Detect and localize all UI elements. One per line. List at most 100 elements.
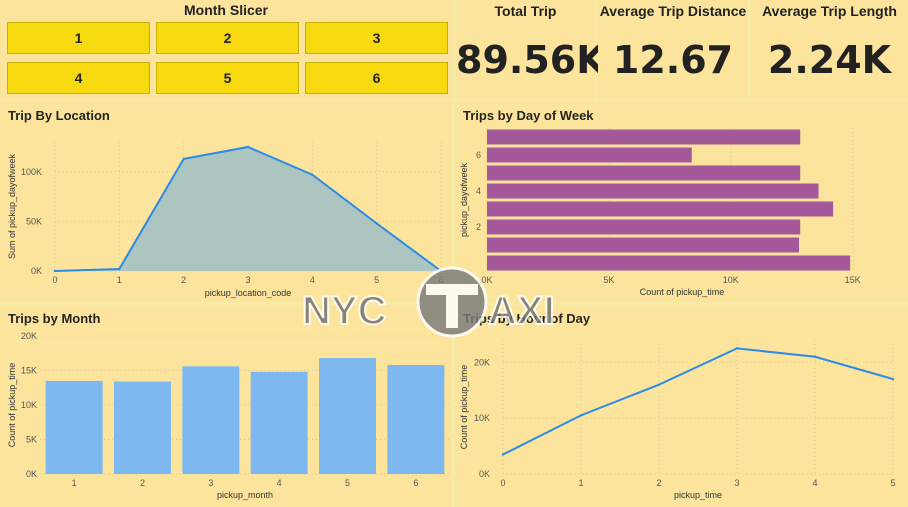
slicer-option-1[interactable]: 1 [7, 22, 150, 54]
chart-panel-trips-by-day-of-week[interactable]: Trips by Day of Week 0K 5K 10K 15K 2 4 6 Count … [455, 102, 908, 302]
y-tick-label: 10K [21, 400, 37, 410]
data-point [579, 414, 583, 417]
trips-by-hour-of-day-chart: 0K 10K 20K 0 1 2 3 4 5 pickup_time Count of pickup… [459, 340, 896, 500]
x-tick-label: 4 [812, 478, 817, 488]
chart-title: Trips by Day of Week [463, 108, 594, 123]
y-tick-label: 20K [21, 331, 37, 341]
x-axis-label: pickup_time [674, 490, 722, 500]
x-tick-label: 6 [438, 275, 443, 285]
y-axis-label: Count of pickup_time [459, 365, 469, 450]
bar [114, 381, 171, 474]
bar [387, 364, 445, 474]
x-tick-label: 3 [208, 478, 213, 488]
bar [250, 371, 308, 474]
data-point [53, 269, 57, 273]
y-tick-label: 6 [476, 150, 481, 160]
month-slicer-panel: Month Slicer 1 2 3 4 5 6 [0, 0, 452, 99]
data-point [246, 145, 250, 149]
chart-title: Trips by Month [8, 311, 101, 326]
kpi-card-average-trip-length[interactable]: Average Trip Length 2.24K [751, 0, 908, 99]
y-tick-label: 5K [26, 435, 37, 445]
y-tick-label: 15K [21, 366, 37, 376]
y-tick-label: 10K [474, 413, 490, 423]
bar [487, 183, 819, 199]
bar [487, 255, 851, 271]
x-tick-label: 1 [72, 478, 77, 488]
bar [487, 237, 799, 253]
chart-title: Trip By Location [8, 108, 110, 123]
chart-panel-trips-by-hour-of-day[interactable]: Trips by Hour of Day 0K 10K 20K 0 1 2 3 4 5 picku… [455, 305, 908, 507]
kpi-value: 2.24K [767, 38, 892, 82]
trip-by-location-chart: 0K 50K 100K 0 1 2 3 4 5 6 pickup_location_code Sum … [7, 142, 444, 298]
kpi-label: Average Trip Distance [599, 3, 747, 19]
chart-title: Trips by Hour of Day [463, 311, 591, 326]
y-axis-label: Count of pickup_time [7, 363, 17, 448]
bar [319, 358, 376, 474]
x-tick-label: 4 [310, 275, 315, 285]
slicer-option-3[interactable]: 3 [305, 22, 448, 54]
x-axis-label: Count of pickup_time [640, 287, 725, 297]
x-tick-label: 5 [890, 478, 895, 488]
bar [487, 219, 801, 235]
bar [45, 380, 103, 474]
x-tick-label: 0 [500, 478, 505, 488]
bar [487, 129, 801, 145]
data-point [657, 383, 661, 386]
data-point [375, 222, 378, 225]
kpi-value: 12.67 [612, 38, 734, 82]
month-slicer-title: Month Slicer [183, 2, 268, 18]
trips-by-month-chart: 0K 5K 10K 15K 20K 1 2 3 4 5 6 pickup_month Count of … [7, 331, 450, 500]
y-axis-label: Sum of pickup_dayofweek [7, 153, 17, 259]
y-tick-label: 20K [474, 357, 490, 367]
x-tick-label: 5 [345, 478, 350, 488]
x-axis-label: pickup_location_code [205, 288, 292, 298]
data-point [813, 355, 817, 358]
slicer-option-4[interactable]: 4 [7, 62, 150, 94]
data-point [891, 377, 895, 381]
slicer-option-6[interactable]: 6 [305, 62, 448, 94]
x-tick-label: 3 [734, 478, 739, 488]
x-tick-label: 2 [181, 275, 186, 285]
y-tick-label: 0K [26, 469, 37, 479]
x-tick-label: 10K [723, 275, 739, 285]
data-point [439, 269, 443, 273]
x-tick-label: 15K [845, 275, 861, 285]
data-point [311, 173, 314, 176]
data-point [735, 347, 739, 350]
x-tick-label: 1 [578, 478, 583, 488]
x-tick-label: 6 [413, 478, 418, 488]
slicer-option-2[interactable]: 2 [156, 22, 299, 54]
y-tick-label: 2 [476, 222, 481, 232]
kpi-label: Total Trip [494, 3, 557, 19]
x-tick-label: 3 [245, 275, 250, 285]
chart-panel-trips-by-month[interactable]: Trips by Month 0K 5K 10K 15K 20K 1 2 3 4 5 6 pickup… [0, 305, 452, 507]
x-tick-label: 1 [117, 275, 122, 285]
slicer-option-5[interactable]: 5 [156, 62, 299, 94]
data-point [182, 157, 185, 161]
y-axis-label: pickup_dayofweek [459, 162, 469, 237]
x-tick-label: 5 [374, 275, 379, 285]
bar [487, 165, 801, 181]
x-tick-label: 0 [52, 275, 57, 285]
data-point [118, 267, 121, 271]
y-tick-label: 100K [21, 167, 42, 177]
x-tick-label: 0K [481, 275, 492, 285]
y-tick-label: 4 [476, 186, 481, 196]
y-tick-label: 0K [479, 469, 490, 479]
x-tick-label: 2 [656, 478, 661, 488]
kpi-label: Average Trip Length [762, 3, 897, 19]
trips-by-day-of-week-chart: 0K 5K 10K 15K 2 4 6 Count of pickup_time pickup_… [459, 128, 861, 297]
y-tick-label: 50K [26, 216, 42, 226]
x-tick-label: 2 [140, 478, 145, 488]
kpi-card-average-trip-distance[interactable]: Average Trip Distance 12.67 [598, 0, 748, 99]
bar [182, 366, 240, 474]
bar [487, 201, 834, 217]
series-line [502, 347, 894, 456]
kpi-value: 89.56K [456, 38, 606, 82]
x-axis-label: pickup_month [217, 490, 273, 500]
y-tick-label: 0K [31, 266, 42, 276]
area-fill [55, 146, 441, 271]
bar [487, 147, 692, 163]
chart-panel-trip-by-location[interactable]: Trip By Location 0K 50K 100K 0 1 2 3 4 5 6 pickup_… [0, 102, 452, 302]
kpi-card-total-trip[interactable]: Total Trip 89.56K [456, 0, 606, 99]
